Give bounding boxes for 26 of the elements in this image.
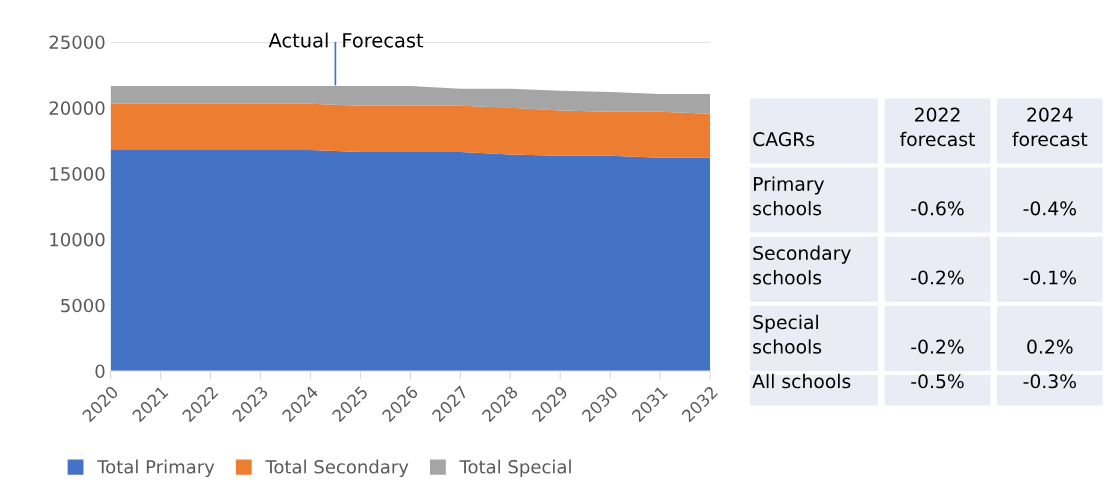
annotation: Actual bbox=[268, 32, 328, 48]
legend-label: Total Secondary bbox=[265, 459, 409, 478]
y-tick-label: 0 bbox=[95, 364, 105, 379]
text: -0.2% bbox=[911, 339, 964, 354]
category-label: Secondary schools bbox=[753, 245, 851, 285]
annotation: Forecast bbox=[343, 33, 424, 48]
legend-label: Total Special bbox=[459, 459, 571, 478]
category-label: 2022 forecast bbox=[900, 107, 975, 147]
y-tick-label: 15000 bbox=[50, 167, 105, 181]
text: -0.6% bbox=[911, 201, 964, 216]
text: CAGRs bbox=[753, 132, 815, 147]
legend-label: Total Primary bbox=[97, 459, 215, 478]
text: 0.2% bbox=[1027, 339, 1073, 354]
y-tick-label: 5000 bbox=[61, 298, 105, 313]
text: -0.5% bbox=[911, 374, 964, 389]
y-tick-label: 20000 bbox=[49, 101, 105, 115]
y-tick-label: 10000 bbox=[50, 232, 105, 247]
text: -0.1% bbox=[1023, 270, 1076, 285]
y-tick-label: 25000 bbox=[49, 35, 105, 50]
text: -0.2% bbox=[911, 270, 964, 285]
category-label: Primary schools bbox=[753, 176, 825, 216]
text: -0.4% bbox=[1023, 201, 1076, 216]
category-label: Special schools bbox=[753, 314, 822, 354]
text: -0.3% bbox=[1023, 374, 1076, 389]
category-label: 2024 forecast bbox=[1012, 107, 1088, 147]
category-label: All schools bbox=[752, 373, 851, 389]
